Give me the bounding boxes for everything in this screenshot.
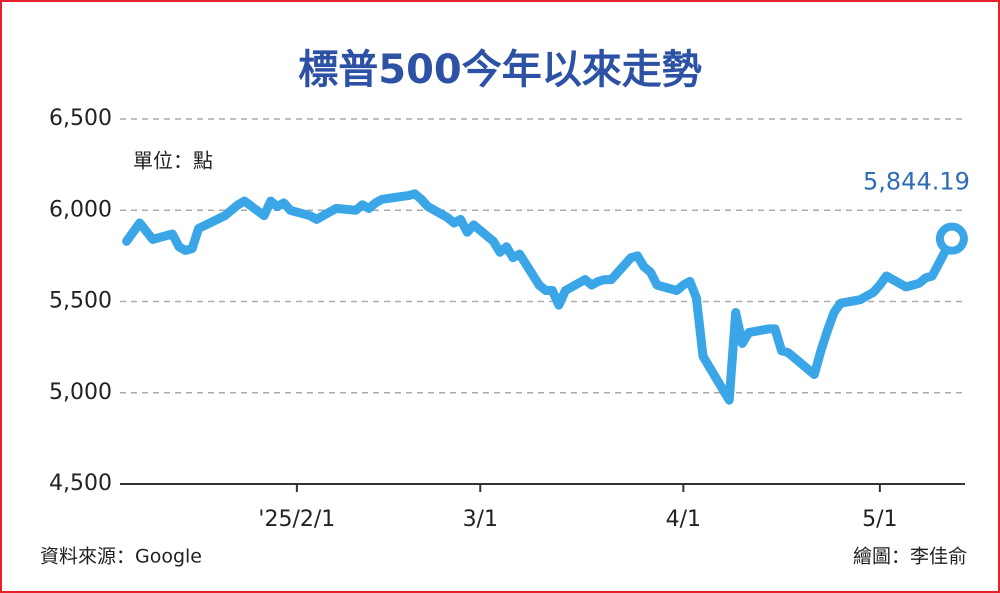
y-tick-label: 5,000 <box>49 380 112 405</box>
y-tick-label: 5,500 <box>49 289 112 314</box>
x-tick-label: 3/1 <box>463 507 498 532</box>
x-tick-label: '25/2/1 <box>258 507 335 532</box>
x-tick-label: 4/1 <box>666 507 701 532</box>
price-line <box>122 189 957 405</box>
y-tick-label: 4,500 <box>49 471 112 496</box>
credit: 繪圖：李佳俞 <box>853 546 967 568</box>
y-tick-label: 6,000 <box>49 197 112 222</box>
y-tick-label: 6,500 <box>49 106 112 131</box>
unit-label: 單位：點 <box>133 149 213 173</box>
end-marker <box>935 222 968 255</box>
x-tick-label: 5/1 <box>862 507 897 532</box>
source: 資料來源：Google <box>40 546 202 568</box>
value-label: 5,844.19 <box>863 168 970 196</box>
chart-title: 標普500今年以來走勢 <box>298 47 702 93</box>
